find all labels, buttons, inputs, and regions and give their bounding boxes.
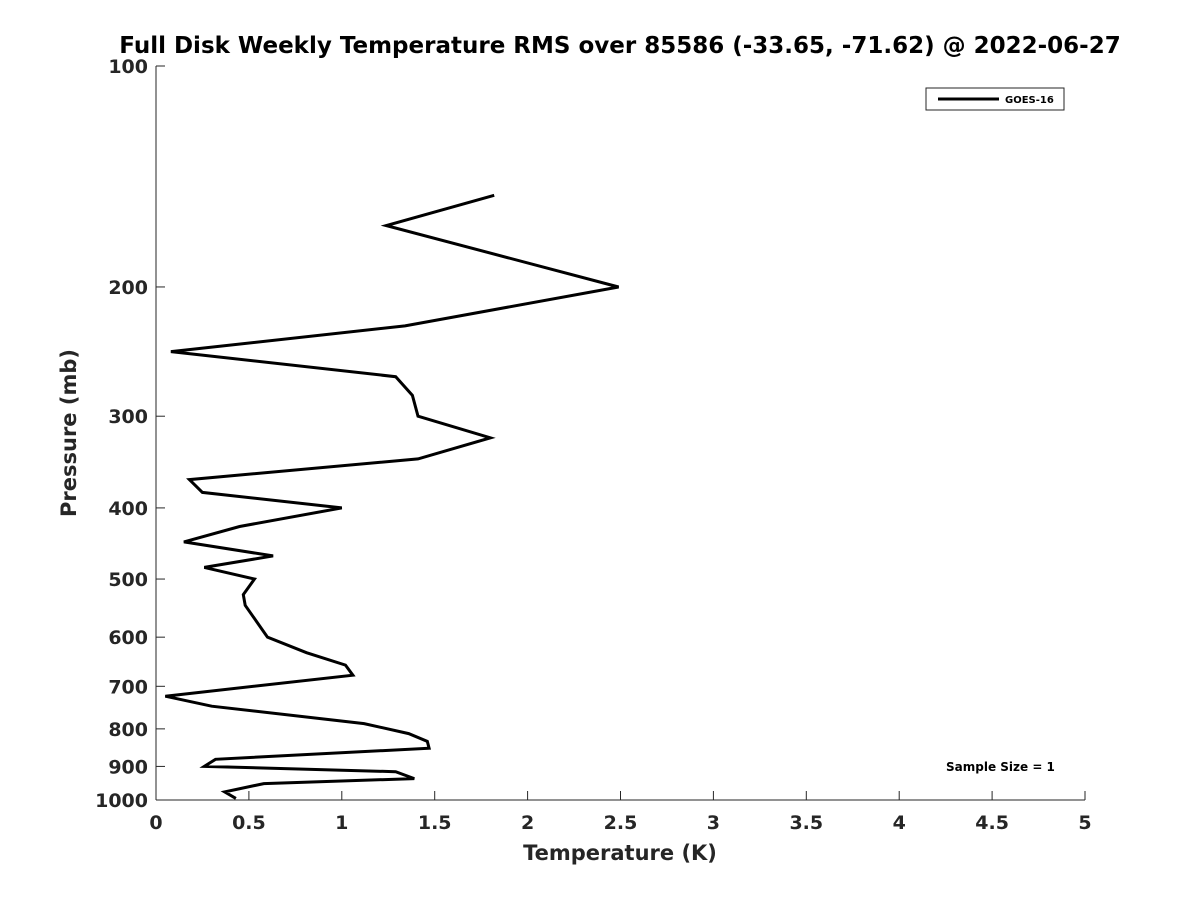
y-tick-label: 200	[108, 277, 148, 299]
x-tick-label: 4.5	[975, 812, 1009, 834]
y-ticks: 100 200 300 400 500 600 700 800 900 1000	[95, 56, 165, 812]
x-tick-label: 0	[149, 812, 162, 834]
x-tick-label: 1	[335, 812, 348, 834]
x-axis-label: Temperature (K)	[523, 841, 717, 865]
y-tick-label: 800	[108, 719, 148, 741]
series-layer	[164, 193, 619, 800]
y-tick-label: 900	[108, 756, 148, 778]
legend-label-goes-16: GOES-16	[1005, 95, 1054, 106]
y-tick-label: 100	[108, 56, 148, 78]
legend: GOES-16	[925, 87, 1065, 111]
y-axis-label: Pressure (mb)	[57, 349, 81, 517]
y-tick-label: 500	[108, 569, 148, 591]
x-tick-label: 0.5	[232, 812, 266, 834]
x-tick-label: 4	[893, 812, 906, 834]
x-tick-label: 3.5	[789, 812, 823, 834]
chart-title: Full Disk Weekly Temperature RMS over 85…	[119, 33, 1121, 59]
y-tick-label: 600	[108, 627, 148, 649]
x-tick-label: 2	[521, 812, 534, 834]
x-tick-label: 2.5	[604, 812, 638, 834]
y-tick-label: 700	[108, 676, 148, 698]
x-tick-label: 1.5	[418, 812, 452, 834]
x-tick-label: 3	[707, 812, 720, 834]
y-tick-label: 1000	[95, 790, 148, 812]
sample-size-annotation: Sample Size = 1	[946, 760, 1055, 774]
x-ticks: 0 0.5 1 1.5 2 2.5 3 3.5 4 4.5 5	[149, 791, 1092, 834]
y-tick-label: 300	[108, 406, 148, 428]
x-tick-label: 5	[1078, 812, 1091, 834]
series-line-goes-16	[164, 193, 619, 800]
y-tick-label: 400	[108, 498, 148, 520]
axes	[155, 66, 1085, 801]
